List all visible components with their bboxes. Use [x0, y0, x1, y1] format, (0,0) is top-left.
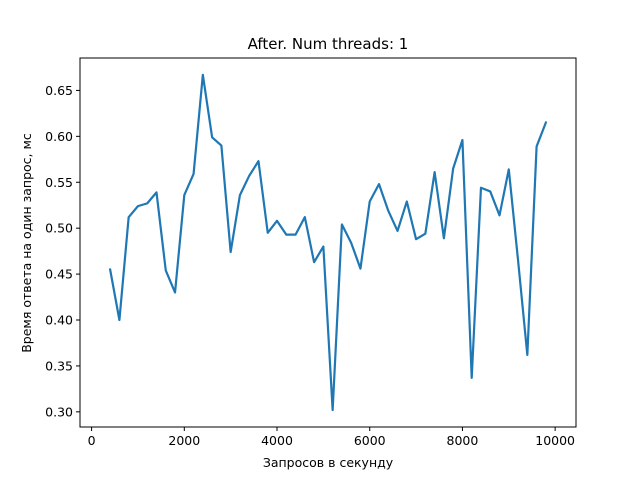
y-tick-label: 0.50: [45, 221, 73, 236]
axes-frame: [79, 57, 577, 428]
y-tick-label: 0.65: [45, 83, 73, 98]
x-tick-label: 2000: [168, 433, 200, 448]
x-tick-label: 8000: [447, 433, 479, 448]
y-tick-label: 0.45: [45, 267, 73, 282]
x-tick-label: 6000: [354, 433, 386, 448]
chart-title: After. Num threads: 1: [248, 35, 409, 53]
y-tick-label: 0.40: [45, 313, 73, 328]
y-tick-label: 0.30: [45, 404, 73, 419]
x-tick-label: 0: [88, 433, 96, 448]
y-tick-label: 0.55: [45, 175, 73, 190]
y-tick-label: 0.60: [45, 129, 73, 144]
x-axis-ticks: 0 2000 4000 6000 8000 10000: [88, 427, 575, 448]
series-line-1: [108, 73, 548, 412]
x-tick-label: 4000: [261, 433, 293, 448]
y-axis-ticks: 0.30 0.35 0.40 0.45 0.50 0.55 0.60 0.65: [45, 83, 80, 419]
plot-area: [79, 57, 577, 428]
x-axis-label: Запросов в секунду: [263, 455, 394, 470]
y-axis-label: Время ответа на один запрос, мс: [19, 133, 34, 353]
y-tick-label: 0.35: [45, 358, 73, 373]
x-tick-label: 10000: [535, 433, 575, 448]
